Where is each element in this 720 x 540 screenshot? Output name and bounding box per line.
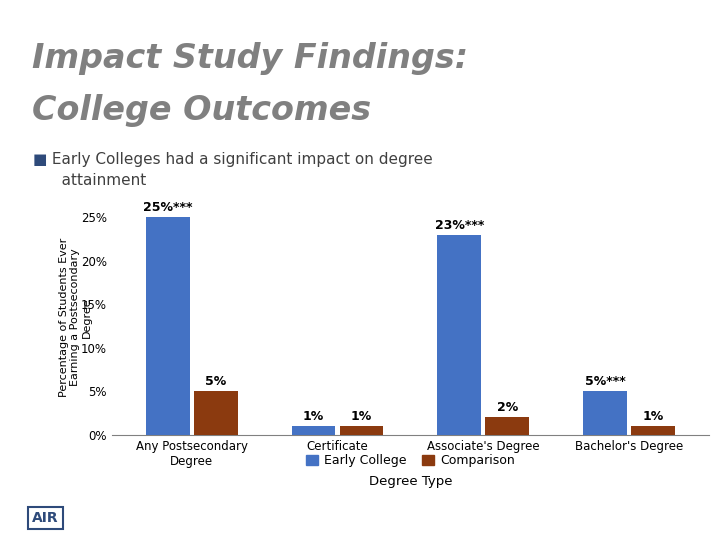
Bar [437, 234, 481, 435]
Text: 23%***: 23%*** [435, 219, 484, 232]
Bar [340, 426, 384, 435]
Text: Early Colleges had a significant impact on degree
   attainment: Early Colleges had a significant impact … [47, 152, 433, 188]
Bar [631, 426, 675, 435]
X-axis label: Degree Type: Degree Type [369, 475, 452, 488]
Text: 1%: 1% [303, 410, 324, 423]
Bar [583, 391, 627, 435]
Text: 5%: 5% [205, 375, 227, 388]
Text: 1%: 1% [351, 410, 372, 423]
Text: 1%: 1% [642, 410, 664, 423]
Legend: Early College, Comparison: Early College, Comparison [300, 449, 521, 472]
Text: 25%***: 25%*** [143, 201, 192, 214]
Text: ■: ■ [32, 152, 47, 167]
Text: 5%***: 5%*** [585, 375, 626, 388]
Text: College Outcomes: College Outcomes [32, 94, 372, 127]
Bar [485, 417, 529, 435]
Bar [194, 391, 238, 435]
Y-axis label: Percentage of Students Ever
Earning a Postsecondary
Degree: Percentage of Students Ever Earning a Po… [58, 238, 91, 397]
Bar [292, 426, 336, 435]
Text: 2%: 2% [497, 401, 518, 414]
Text: AIR: AIR [32, 511, 59, 525]
Bar [146, 217, 189, 435]
Text: Impact Study Findings:: Impact Study Findings: [32, 42, 469, 75]
